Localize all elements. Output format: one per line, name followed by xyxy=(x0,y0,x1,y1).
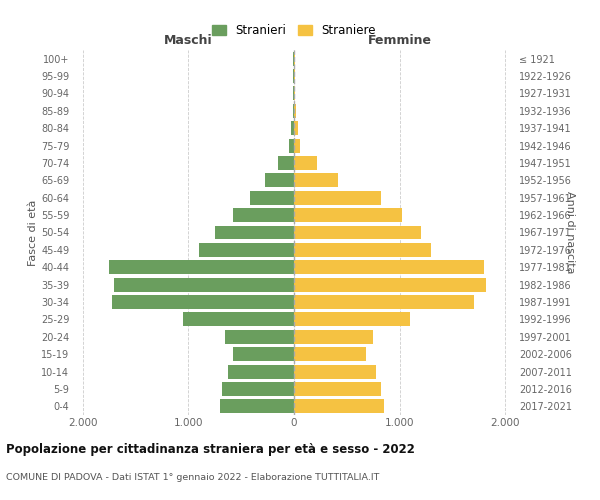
Bar xyxy=(199,243,294,257)
Bar xyxy=(289,138,294,152)
Bar xyxy=(225,330,294,344)
Bar xyxy=(294,174,338,188)
Bar xyxy=(250,191,294,204)
Bar xyxy=(294,347,366,361)
Text: COMUNE DI PADOVA - Dati ISTAT 1° gennaio 2022 - Elaborazione TUTTITALIA.IT: COMUNE DI PADOVA - Dati ISTAT 1° gennaio… xyxy=(6,472,379,482)
Bar xyxy=(294,208,402,222)
Y-axis label: Anni di nascita: Anni di nascita xyxy=(565,191,575,274)
Bar xyxy=(294,400,384,413)
Legend: Stranieri, Straniere: Stranieri, Straniere xyxy=(207,20,381,42)
Text: Femmine: Femmine xyxy=(368,34,432,46)
Bar xyxy=(294,312,410,326)
Bar xyxy=(294,382,380,396)
Bar xyxy=(114,278,294,291)
Bar xyxy=(294,243,431,257)
Bar xyxy=(294,260,484,274)
Bar xyxy=(294,86,295,101)
Bar xyxy=(293,86,294,101)
Bar xyxy=(294,156,317,170)
Bar xyxy=(294,122,298,135)
Bar xyxy=(222,382,294,396)
Bar xyxy=(294,330,373,344)
Bar xyxy=(291,122,294,135)
Bar xyxy=(112,295,294,309)
Bar xyxy=(229,364,294,378)
Bar xyxy=(233,208,294,222)
Bar xyxy=(294,278,487,291)
Y-axis label: Fasce di età: Fasce di età xyxy=(28,200,38,266)
Bar xyxy=(183,312,294,326)
Bar xyxy=(278,156,294,170)
Bar xyxy=(294,138,301,152)
Bar xyxy=(233,347,294,361)
Bar xyxy=(220,400,294,413)
Bar xyxy=(294,226,421,239)
Bar xyxy=(294,191,380,204)
Text: Maschi: Maschi xyxy=(164,34,212,46)
Bar xyxy=(294,295,474,309)
Bar xyxy=(215,226,294,239)
Bar xyxy=(265,174,294,188)
Bar xyxy=(293,104,294,118)
Text: Popolazione per cittadinanza straniera per età e sesso - 2022: Popolazione per cittadinanza straniera p… xyxy=(6,442,415,456)
Bar xyxy=(294,104,296,118)
Bar xyxy=(109,260,294,274)
Bar xyxy=(294,364,376,378)
